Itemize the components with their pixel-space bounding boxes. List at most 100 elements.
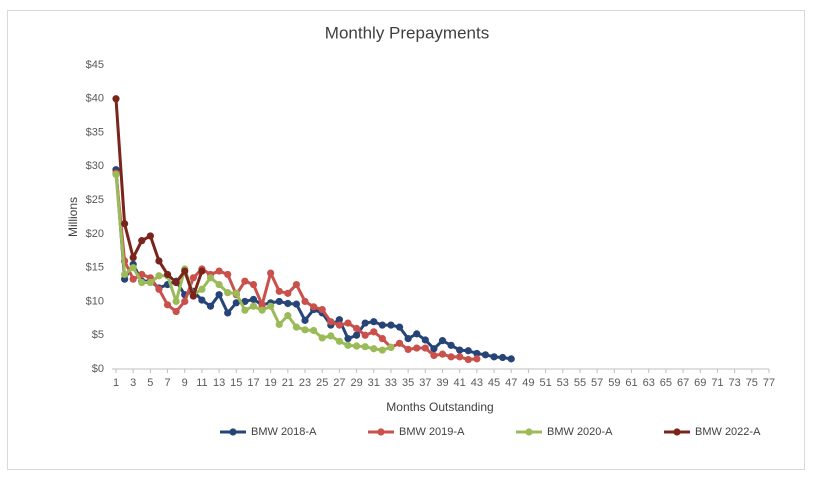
data-point (112, 95, 120, 103)
x-tick-label: 47 (505, 377, 517, 389)
data-point (395, 339, 404, 347)
data-point (421, 336, 429, 344)
data-point (172, 278, 180, 287)
data-point (155, 272, 163, 280)
y-tick-label: $25 (86, 194, 104, 206)
data-point (370, 328, 378, 336)
data-point (404, 335, 412, 343)
data-point (232, 299, 240, 307)
data-point (120, 220, 129, 228)
data-point (361, 343, 369, 351)
data-point (275, 287, 283, 295)
x-tick-label: 57 (591, 377, 603, 389)
data-point (473, 355, 481, 363)
y-tick-label: $30 (86, 160, 104, 172)
data-point (198, 267, 206, 275)
data-point (378, 335, 386, 343)
data-point (335, 337, 343, 345)
data-point (189, 274, 197, 282)
data-point (438, 350, 447, 358)
data-point (378, 346, 386, 354)
legend-label: BMW 2020-A (547, 426, 613, 438)
x-tick-label: 25 (316, 377, 328, 389)
data-point (421, 344, 429, 352)
data-point (112, 170, 120, 179)
y-tick-label: $10 (86, 295, 104, 307)
data-point (172, 297, 180, 306)
data-point (481, 351, 490, 359)
data-point (464, 355, 472, 364)
data-point (413, 344, 421, 352)
data-point (224, 270, 232, 279)
x-tick-label: 69 (694, 377, 706, 389)
y-tick-label: $0 (92, 363, 104, 375)
data-point (499, 353, 507, 362)
data-point (301, 326, 309, 334)
data-point (249, 295, 258, 304)
x-tick-label: 13 (213, 377, 225, 389)
chart-title: Monthly Prepayments (325, 23, 489, 42)
x-tick-label: 33 (385, 377, 397, 389)
y-axis-title: Millions (66, 197, 80, 237)
x-tick-label: 73 (729, 377, 741, 389)
data-point (189, 292, 197, 300)
x-tick-label: 37 (419, 377, 431, 389)
y-tick-label: $45 (86, 59, 104, 71)
data-point (387, 343, 395, 351)
y-tick-label: $15 (86, 262, 104, 274)
data-point (292, 300, 301, 308)
legend-marker (673, 428, 681, 436)
data-point (163, 301, 172, 309)
data-point (447, 341, 455, 349)
x-tick-label: 75 (746, 377, 758, 389)
data-point (275, 320, 283, 329)
data-point (129, 275, 137, 283)
data-point (473, 349, 481, 358)
data-point (292, 280, 301, 289)
legend-marker (525, 428, 533, 436)
data-point (301, 316, 309, 324)
x-tick-label: 21 (282, 377, 294, 389)
data-point (172, 307, 180, 316)
y-tick-label: $20 (86, 228, 104, 240)
x-tick-label: 15 (230, 377, 242, 389)
x-tick-label: 59 (608, 377, 620, 389)
data-point (284, 289, 292, 297)
data-point (318, 334, 326, 342)
x-tick-label: 19 (265, 377, 277, 389)
x-tick-label: 49 (522, 377, 534, 389)
data-point (241, 277, 249, 285)
x-tick-label: 29 (350, 377, 362, 389)
data-point (456, 346, 464, 354)
x-tick-label: 31 (368, 377, 380, 389)
data-point (370, 345, 378, 353)
x-tick-label: 55 (574, 377, 586, 389)
x-tick-label: 5 (147, 377, 153, 389)
legend-label: BMW 2022-A (695, 426, 761, 438)
data-point (438, 337, 447, 345)
data-point (224, 309, 232, 317)
x-tick-label: 39 (436, 377, 448, 389)
data-point (129, 264, 137, 272)
x-tick-label: 7 (164, 377, 170, 389)
data-point (163, 270, 172, 279)
data-point (310, 303, 318, 311)
data-point (241, 306, 249, 314)
data-point (344, 341, 352, 349)
data-point (352, 331, 361, 339)
x-tick-label: 71 (711, 377, 723, 389)
data-point (138, 237, 146, 245)
data-point (335, 321, 343, 329)
x-tick-label: 1 (113, 377, 119, 389)
x-tick-label: 43 (471, 377, 483, 389)
x-tick-label: 35 (402, 377, 414, 389)
data-point (344, 319, 352, 327)
data-point (155, 285, 163, 293)
data-point (310, 326, 318, 335)
data-point (120, 270, 129, 279)
x-tick-label: 67 (677, 377, 689, 389)
data-point (301, 297, 309, 306)
data-point (404, 345, 412, 354)
data-point (181, 267, 189, 275)
